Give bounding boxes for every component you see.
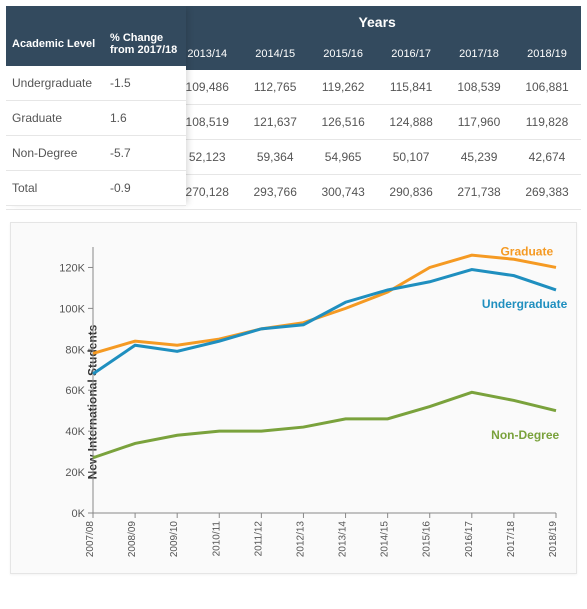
y-tick-label: 0K [72,508,86,520]
cell-level: Graduate [6,101,104,136]
x-tick-label: 2011/12 [253,521,264,557]
y-tick-label: 20K [65,467,85,479]
x-tick-label: 2018/19 [548,521,559,558]
col-year: 2015/16 [309,38,377,70]
cell-level: Non-Degree [6,136,104,171]
x-tick-label: 2008/09 [127,521,138,558]
cell-value: 42,674 [513,140,581,175]
series-undergraduate [93,270,556,374]
y-tick-label: 100K [59,303,85,315]
cell-change: -5.7 [104,136,186,171]
col-year: 2014/15 [241,38,309,70]
x-tick-label: 2017/18 [506,521,517,558]
y-tick-label: 120K [59,262,85,274]
years-header: Years [173,6,581,38]
cell-value: 121,637 [241,105,309,140]
col-year: 2017/18 [445,38,513,70]
cell-value: 106,881 [513,70,581,105]
cell-change: -0.9 [104,171,186,206]
x-tick-label: 2013/14 [338,521,349,558]
y-tick-label: 40K [65,426,85,438]
cell-value: 271,738 [445,175,513,210]
cell-value: 108,539 [445,70,513,105]
x-tick-label: 2016/17 [464,521,475,558]
cell-value: 293,766 [241,175,309,210]
x-tick-label: 2010/11 [211,521,222,557]
col-change-frozen: % Change from 2017/18 [104,22,186,66]
cell-value: 59,364 [241,140,309,175]
cell-change: -1.5 [104,66,186,101]
y-tick-label: 80K [65,344,85,356]
cell-value: 54,965 [309,140,377,175]
cell-value: 50,107 [377,140,445,175]
col-year: 2018/19 [513,38,581,70]
series-label-non-degree: Non-Degree [491,428,559,442]
col-year: 2016/17 [377,38,445,70]
cell-level: Undergraduate [6,66,104,101]
chart-svg: 0K 20K 40K 60K 80K 100K 120K 2007/08 2008/09 2009… [53,237,568,567]
series-label-graduate: Graduate [500,244,553,258]
y-tick-label: 60K [65,385,85,397]
cell-value: 45,239 [445,140,513,175]
cell-change: 1.6 [104,101,186,136]
cell-level: Total [6,171,104,206]
x-tick-label: 2015/16 [422,521,433,558]
x-tick-label: 2007/08 [85,521,96,558]
col-level-frozen: Academic Level [6,22,104,66]
cell-value: 119,262 [309,70,377,105]
enrollment-table-frozen: Academic Level % Change from 2017/18 Und… [6,6,186,206]
students-line-chart: New International Students 0K20K40K60K80… [10,222,577,574]
cell-value: 117,960 [445,105,513,140]
cell-value: 269,383 [513,175,581,210]
cell-value: 290,836 [377,175,445,210]
cell-value: 124,888 [377,105,445,140]
cell-value: 300,743 [309,175,377,210]
x-tick-label: 2012/13 [295,521,306,558]
cell-value: 126,516 [309,105,377,140]
series-non-degree [93,392,556,457]
enrollment-table: Years Academic Level % Change from 2017/… [6,6,581,210]
cell-value: 115,841 [377,70,445,105]
cell-value: 119,828 [513,105,581,140]
x-tick-label: 2014/15 [380,521,391,558]
series-label-undergraduate: Undergraduate [482,297,568,311]
x-tick-label: 2009/10 [169,521,180,558]
cell-value: 112,765 [241,70,309,105]
